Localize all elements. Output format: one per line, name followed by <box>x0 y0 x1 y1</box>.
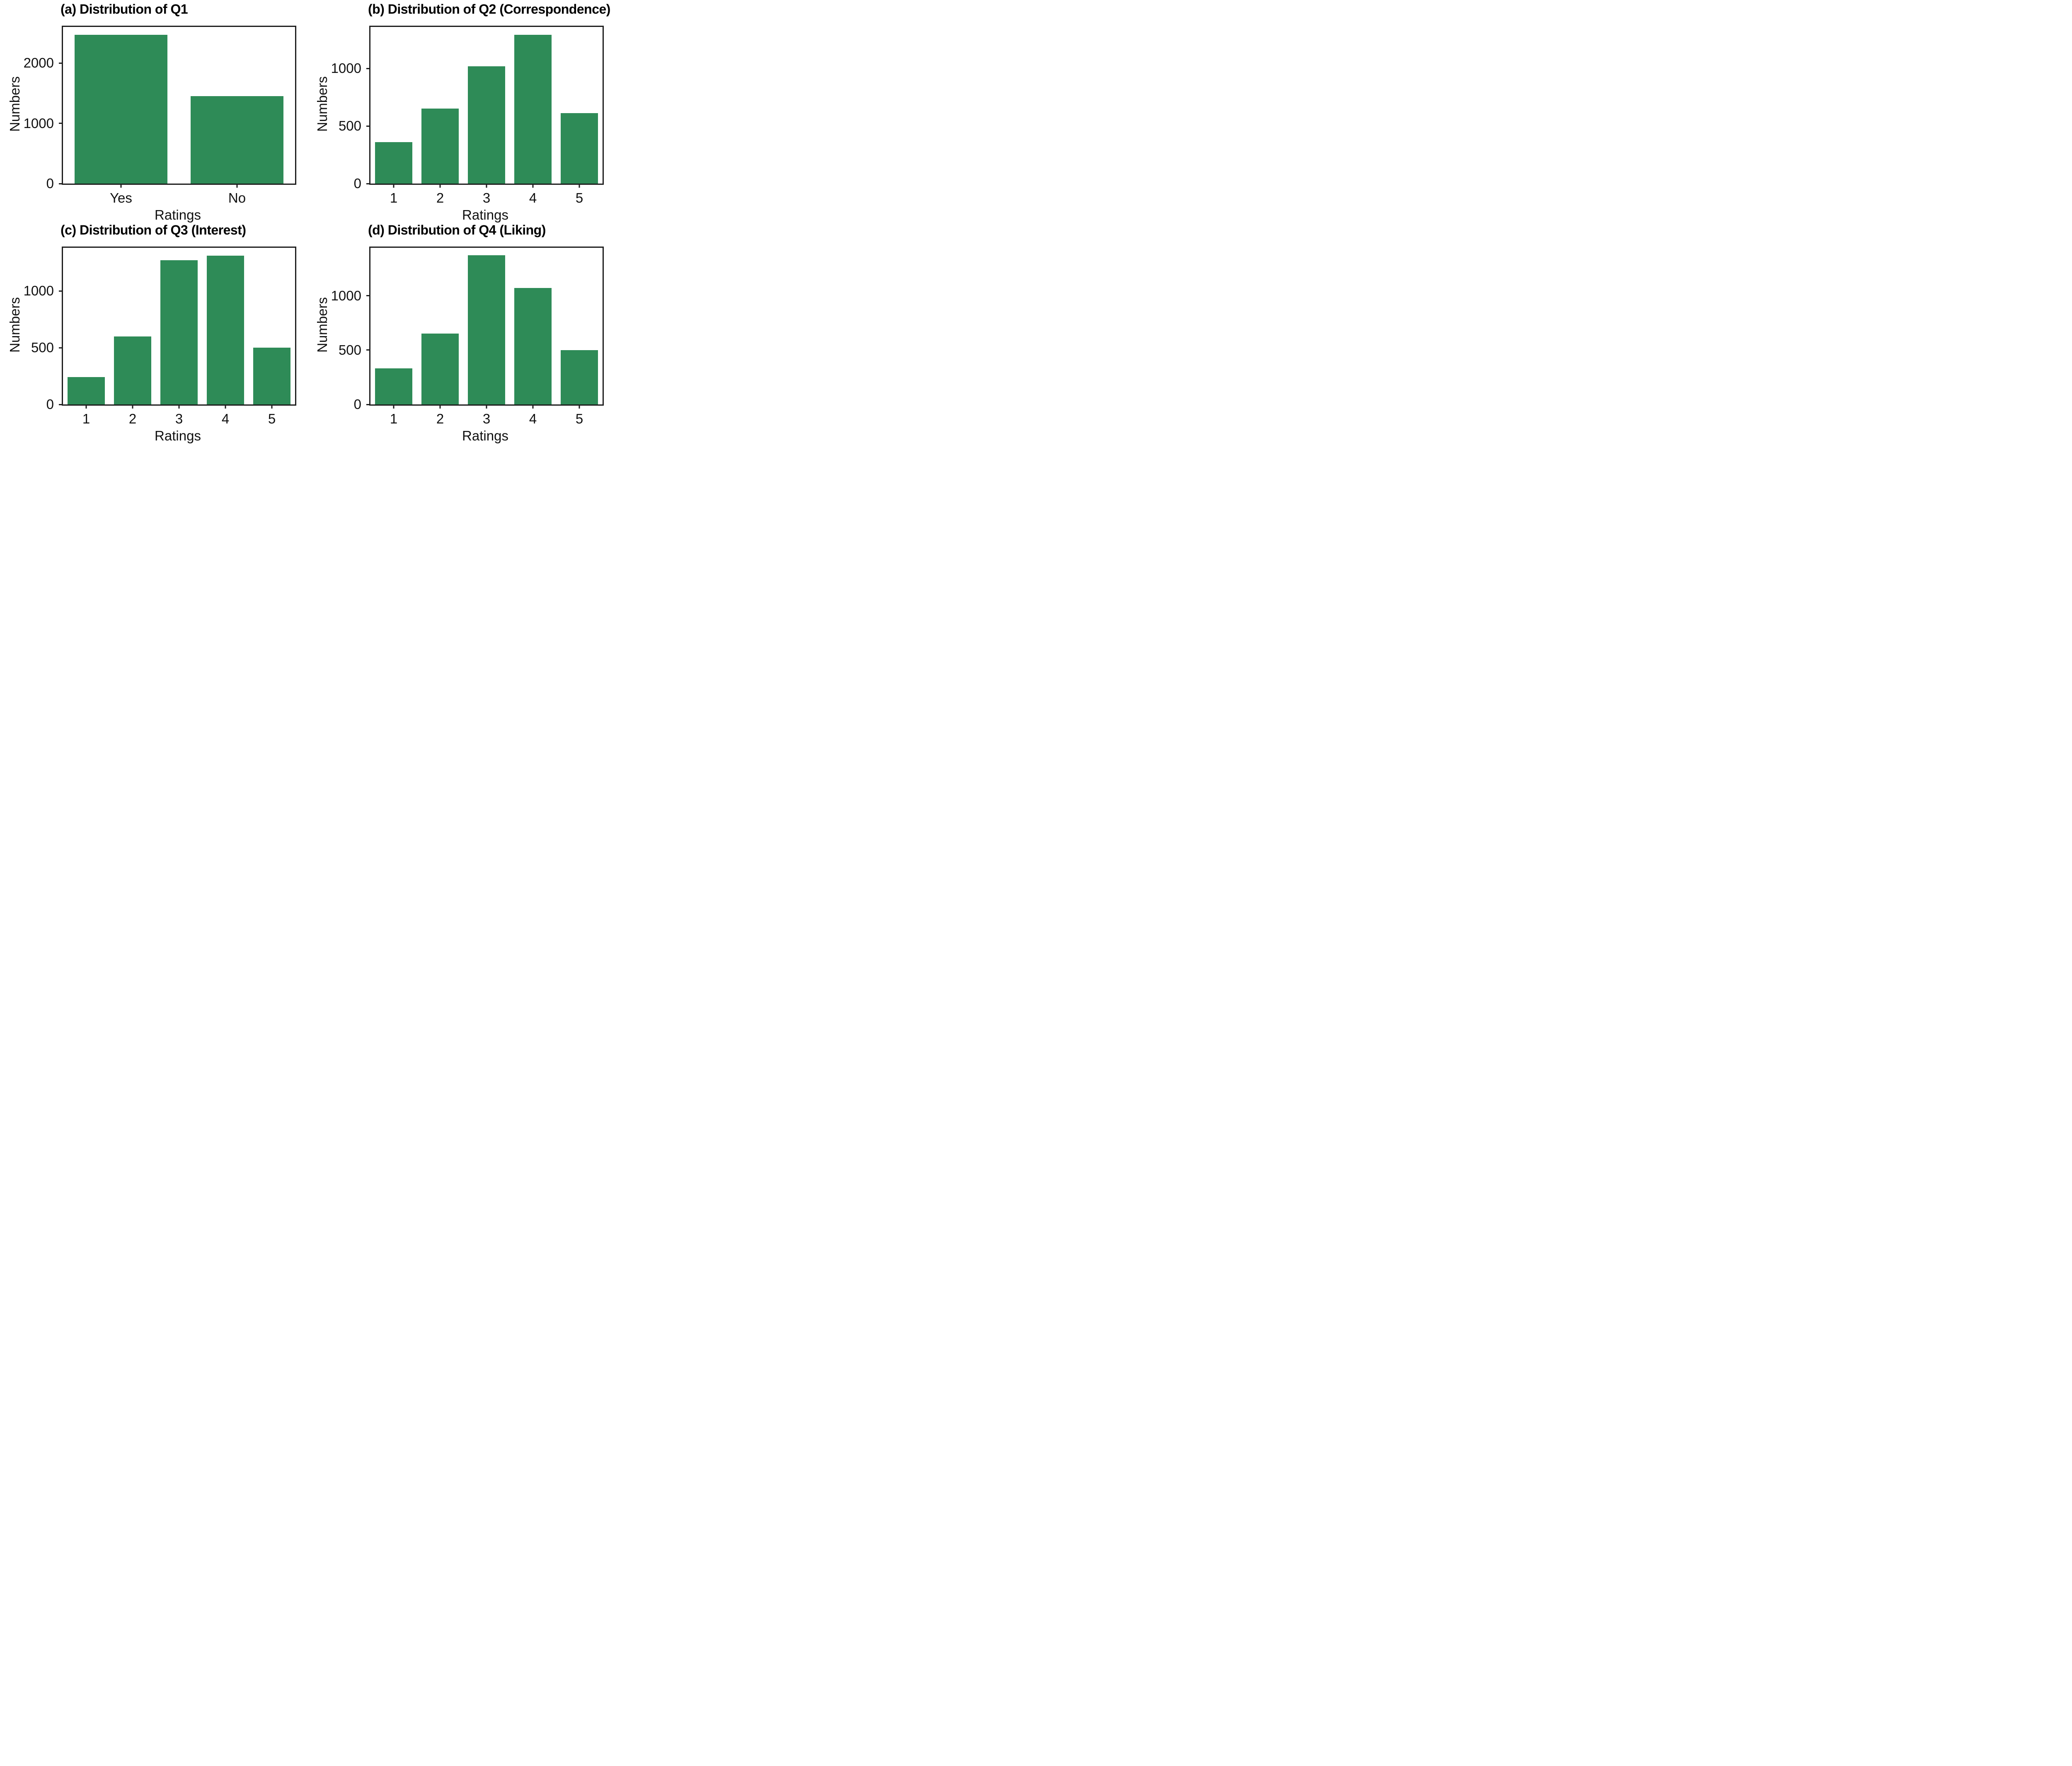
x-tick <box>579 184 580 188</box>
x-tick-label: 1 <box>390 190 398 206</box>
y-tick <box>366 68 370 69</box>
x-tick-label: 4 <box>529 411 537 426</box>
x-tick <box>579 404 580 409</box>
x-tick <box>132 404 133 409</box>
x-tick-label: 5 <box>575 190 583 206</box>
bar-3 <box>160 260 198 404</box>
x-tick <box>532 404 534 409</box>
x-tick-label: 2 <box>436 411 444 426</box>
x-tick-label: Yes <box>110 190 132 206</box>
x-tick-label: 4 <box>529 190 537 206</box>
bar-5 <box>253 348 290 404</box>
x-tick-label: 1 <box>390 411 398 426</box>
plot-area: 1 2 3 4 5 0 500 1000 <box>24 247 296 426</box>
bar-No <box>191 96 283 184</box>
figure-2x2-bar-charts: (a) Distribution of Q1 Numbers Yes No 0 100… <box>0 0 615 443</box>
x-tick <box>439 404 441 409</box>
bar-5 <box>561 113 598 184</box>
x-tick-label: 5 <box>575 411 583 426</box>
x-tick-label: 1 <box>82 411 90 426</box>
bar-4 <box>207 256 244 404</box>
subplot-a: (a) Distribution of Q1 Numbers Yes No 0 100… <box>0 0 307 223</box>
x-tick-label: 5 <box>268 411 276 426</box>
y-axis-label: Numbers <box>7 297 22 353</box>
y-tick-label: 2000 <box>23 55 54 71</box>
plot-area: Yes No 0 1000 2000 <box>24 26 296 206</box>
x-tick <box>486 404 487 409</box>
x-tick-label: 2 <box>128 411 137 426</box>
x-axis-label: Ratings <box>155 428 201 443</box>
y-tick <box>59 62 63 64</box>
y-tick <box>366 183 370 184</box>
x-axis-label: Ratings <box>462 428 508 443</box>
x-tick-label: 2 <box>436 190 444 206</box>
subplot-d: (d) Distribution of Q4 (Liking) Numbers … <box>307 221 615 443</box>
bar-1 <box>375 368 412 404</box>
x-axis-label: Ratings <box>155 207 201 223</box>
x-tick <box>225 404 226 409</box>
y-tick <box>366 125 370 127</box>
chart-title-d: (d) Distribution of Q4 (Liking) <box>368 223 546 237</box>
y-tick <box>59 183 63 184</box>
chart-title-b: (b) Distribution of Q2 (Correspondence) <box>368 2 610 17</box>
y-tick-label: 500 <box>338 342 361 358</box>
bar-2 <box>421 334 459 404</box>
x-tick <box>271 404 273 409</box>
x-tick-label: 3 <box>175 411 183 426</box>
subplot-c: (c) Distribution of Q3 (Interest) Number… <box>0 221 307 443</box>
x-tick <box>439 184 441 188</box>
bar-Yes <box>75 34 167 184</box>
x-tick <box>393 184 395 188</box>
bar-4 <box>514 288 552 404</box>
chart-title-a: (a) Distribution of Q1 <box>61 2 188 17</box>
x-tick <box>393 404 395 409</box>
bar-3 <box>468 66 505 184</box>
x-tick-label: 4 <box>221 411 230 426</box>
bar-2 <box>114 336 151 404</box>
y-tick <box>366 404 370 405</box>
bar-3 <box>468 255 505 404</box>
y-tick <box>59 123 63 124</box>
bar-1 <box>68 377 105 404</box>
y-axis-label: Numbers <box>315 76 330 132</box>
y-tick-label: 500 <box>31 340 54 356</box>
x-tick <box>85 404 87 409</box>
bar-1 <box>375 142 412 184</box>
y-tick <box>366 295 370 296</box>
plot-area: 1 2 3 4 5 0 500 1000 <box>331 247 604 426</box>
y-tick-label: 500 <box>338 118 361 134</box>
y-tick-label: 0 <box>46 176 54 191</box>
bar-4 <box>514 35 552 184</box>
x-tick <box>532 184 534 188</box>
x-tick <box>236 184 238 188</box>
y-tick-label: 0 <box>46 397 54 412</box>
chart-title-c: (c) Distribution of Q3 (Interest) <box>61 223 246 237</box>
y-axis-label: Numbers <box>315 297 330 353</box>
y-axis-label: Numbers <box>7 76 22 132</box>
y-tick-label: 0 <box>353 397 361 412</box>
y-tick-label: 1000 <box>23 283 54 299</box>
y-tick-label: 1000 <box>23 115 54 131</box>
bar-5 <box>561 350 598 404</box>
x-axis-label: Ratings <box>462 207 508 223</box>
x-tick <box>486 184 487 188</box>
y-tick <box>59 404 63 405</box>
y-tick <box>366 349 370 351</box>
x-tick-label: 3 <box>482 190 491 206</box>
x-tick-label: No <box>228 190 246 206</box>
y-tick <box>59 290 63 292</box>
y-tick-label: 1000 <box>331 60 361 76</box>
y-tick <box>59 347 63 348</box>
subplot-b: (b) Distribution of Q2 (Correspondence) … <box>307 0 615 223</box>
bar-2 <box>421 109 459 184</box>
x-tick <box>120 184 122 188</box>
y-tick-label: 0 <box>353 176 361 191</box>
x-tick <box>178 404 180 409</box>
plot-area: 1 2 3 4 5 0 500 1000 <box>331 26 604 206</box>
x-tick-label: 3 <box>482 411 491 426</box>
y-tick-label: 1000 <box>331 288 361 303</box>
